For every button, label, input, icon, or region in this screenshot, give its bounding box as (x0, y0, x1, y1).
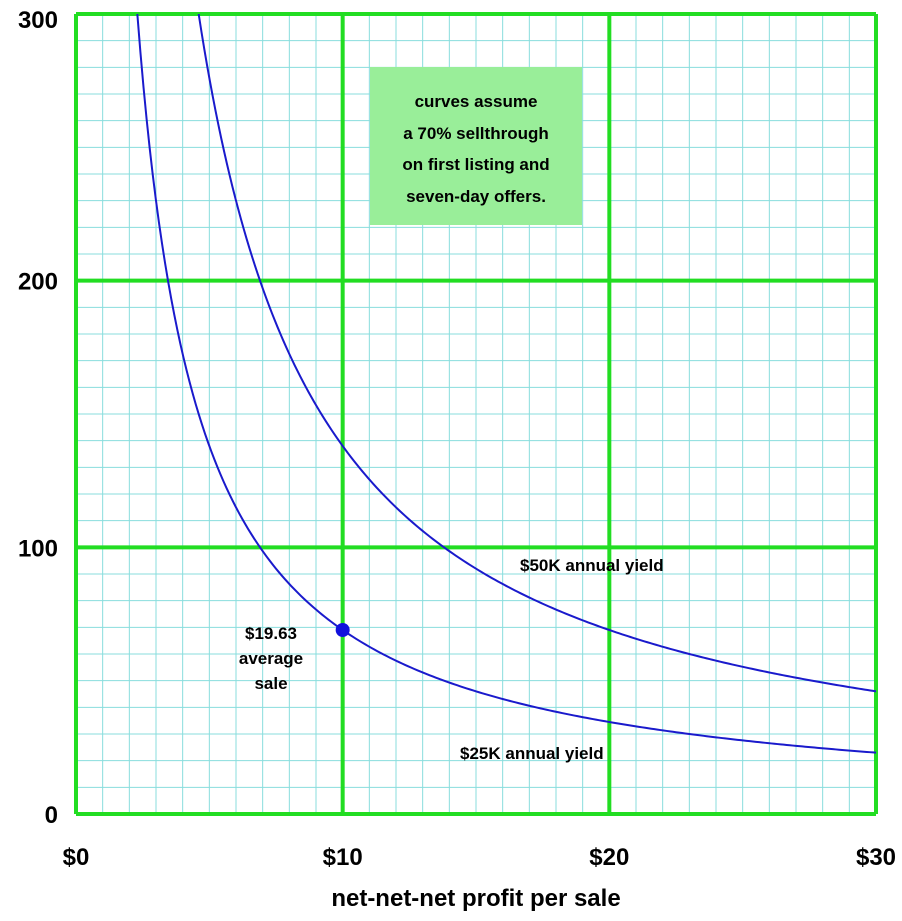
y-tick-label: 200 (18, 269, 58, 296)
x-axis-label: net-net-net profit per sale (331, 885, 620, 912)
y-tick-labels: 0 100 200 300 (18, 7, 58, 829)
x-tick-label: $0 (63, 844, 90, 871)
note-line-2: a 70% sellthrough (403, 124, 548, 143)
x-tick-label: $30 (856, 844, 896, 871)
point-label-line-3: sale (254, 674, 287, 693)
lower-curve-label: $25K annual yield (460, 744, 604, 763)
major-grid (74, 12, 878, 816)
x-tick-label: $10 (323, 844, 363, 871)
point-label-line-2: average (239, 649, 303, 668)
series-line-1 (136, 13, 877, 754)
average-sale-point (335, 623, 350, 637)
y-tick-label: 100 (18, 535, 58, 562)
upper-curve-label: $50K annual yield (520, 556, 664, 575)
x-tick-labels: $0 $10 $20 $30 (63, 844, 896, 871)
note-box (370, 67, 582, 225)
curves (136, 13, 877, 754)
note-line-3: on first listing and (402, 155, 549, 174)
x-tick-label: $20 (589, 844, 629, 871)
note-line-4: seven-day offers. (406, 187, 546, 206)
series-line-2 (197, 13, 877, 693)
point-label-line-1: $19.63 (245, 624, 297, 643)
note-line-1: curves assume (415, 92, 538, 111)
y-tick-label: 300 (18, 7, 58, 34)
y-tick-label: 0 (45, 802, 58, 829)
